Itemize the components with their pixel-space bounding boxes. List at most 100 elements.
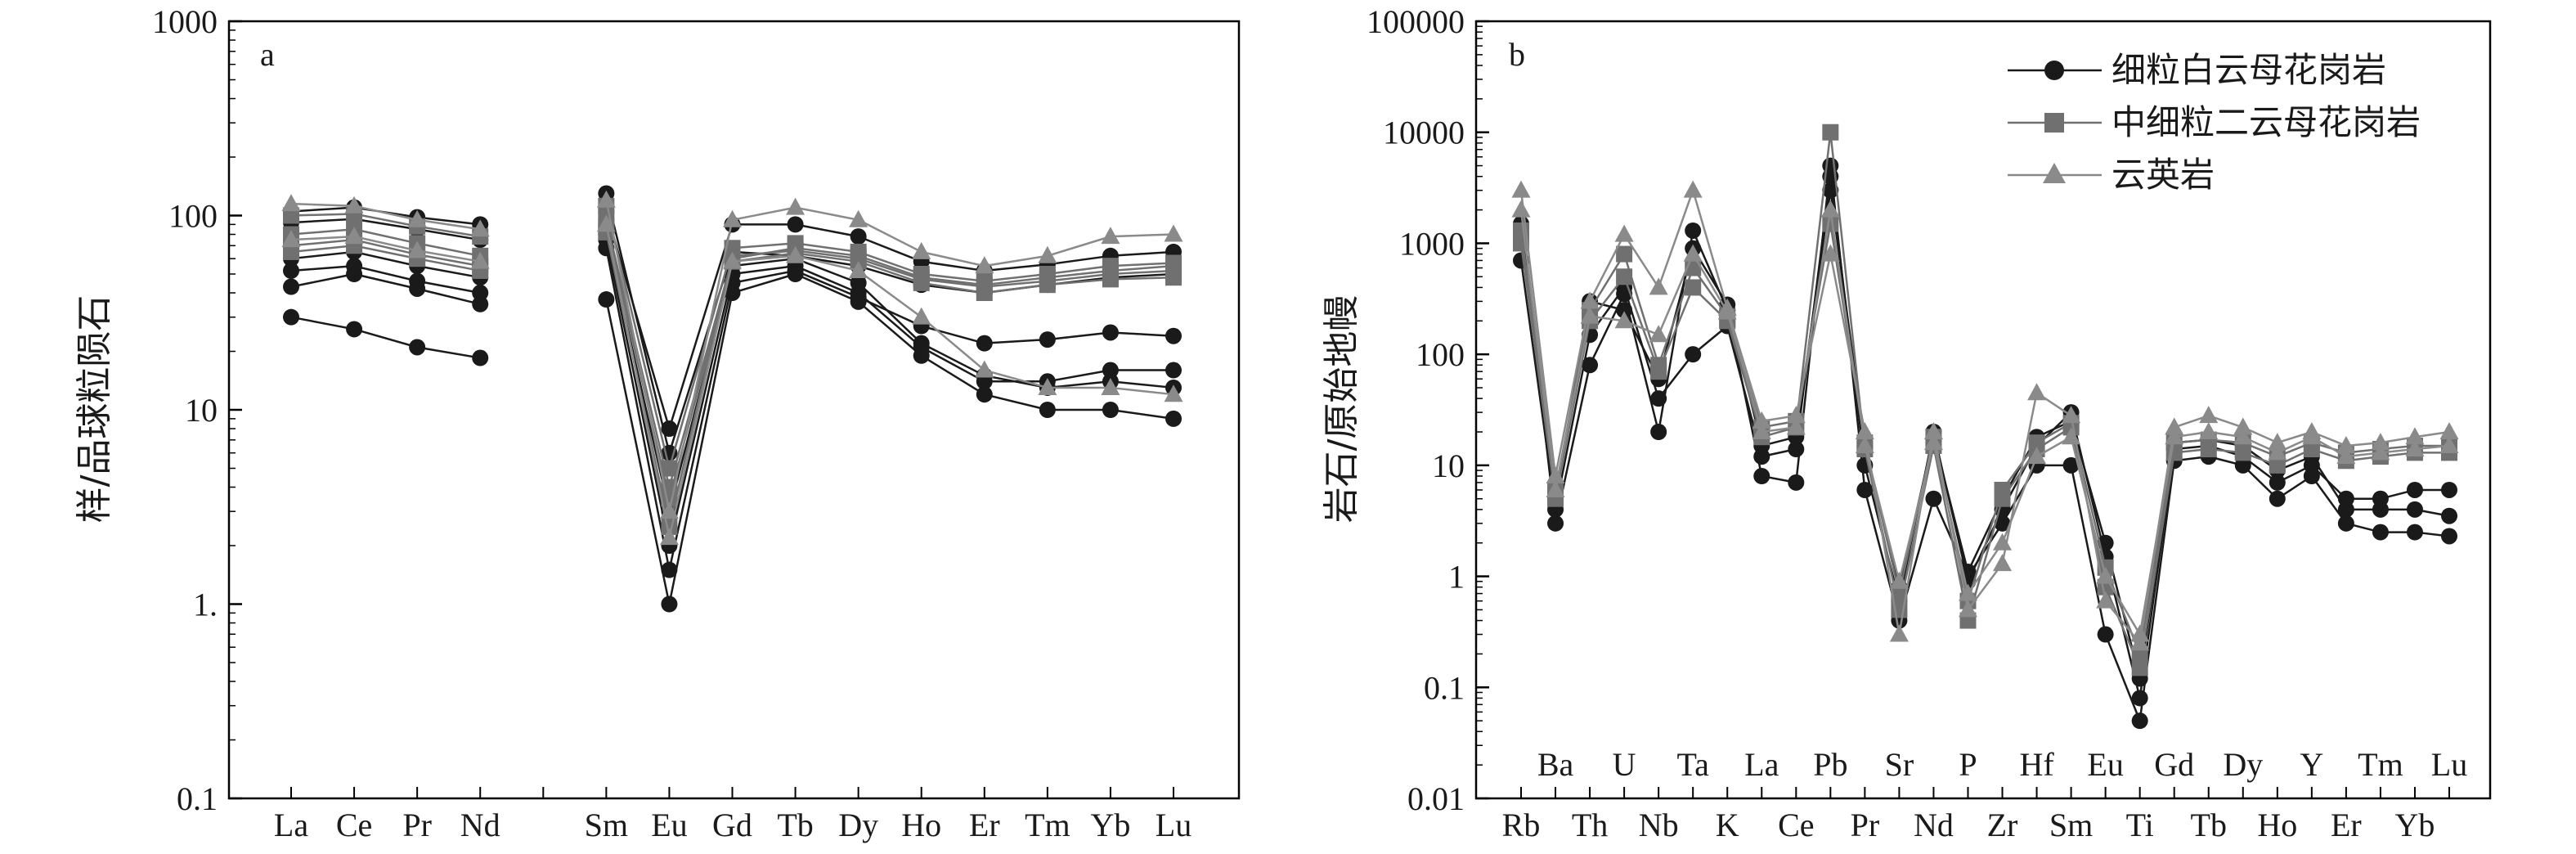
marker-triangle (723, 209, 742, 227)
marker-triangle (659, 528, 679, 546)
marker-triangle (2371, 443, 2390, 461)
marker-triangle (2199, 422, 2219, 440)
marker-triangle (344, 227, 364, 245)
marker-triangle (786, 245, 806, 263)
x-tick-label-top: Sr (1885, 746, 1914, 783)
marker-triangle (912, 307, 931, 325)
marker-circle (850, 228, 867, 245)
series-line (605, 248, 1174, 571)
legend-item-2: 中细粒二云母花岗岩 (2008, 102, 2421, 142)
marker-circle (2337, 501, 2354, 518)
marker-triangle (2268, 443, 2287, 461)
x-tick-label-bottom: Ce (1778, 807, 1814, 843)
series-line (605, 231, 1174, 528)
series-line (290, 272, 481, 305)
marker-triangle (1752, 411, 1771, 429)
series-line (290, 238, 481, 267)
x-tick-label-bottom: Ti (2126, 807, 2154, 843)
marker-square (1891, 585, 1908, 602)
marker-circle (1582, 357, 1599, 374)
marker-triangle (1717, 302, 1737, 320)
y-tick-label: 10000 (1383, 115, 1465, 151)
y-tick-label: 0.1 (1424, 669, 1465, 706)
x-tick-label-top: P (1959, 746, 1977, 783)
marker-circle (913, 335, 930, 352)
marker-triangle (344, 196, 364, 214)
x-tick-label: Er (969, 807, 1000, 843)
marker-triangle (1038, 245, 1057, 263)
marker-triangle (2302, 427, 2322, 445)
marker-triangle (596, 190, 616, 208)
series-line (605, 224, 1174, 539)
series-line (605, 219, 1174, 488)
marker-circle (1822, 182, 1839, 199)
marker-circle (1039, 402, 1056, 418)
marker-triangle (1820, 244, 1840, 262)
legend-item-3: 云英岩 (2008, 155, 2215, 195)
x-tick-label-top: Dy (2223, 746, 2263, 783)
marker-triangle (596, 214, 616, 232)
x-tick-label-top: Y (2300, 746, 2323, 783)
marker-circle (1788, 441, 1805, 458)
x-tick-label-bottom: Rb (1502, 807, 1541, 843)
x-tick-label: Tb (777, 807, 813, 843)
marker-circle (283, 278, 299, 295)
marker-circle (1650, 390, 1667, 407)
marker-triangle (1546, 466, 1565, 484)
chart-panel-b: 0.01 0.1 1 10 100 1000 10000 100000 Rb Th Nb K Ce Pr… (1321, 3, 2492, 843)
x-axis-labels-a: La Ce Pr Nd Sm Eu Gd Tb Dy Ho Er Tm Yb Lu (274, 787, 1192, 843)
marker-triangle (2336, 435, 2356, 453)
marker-circle (1856, 481, 1874, 498)
y-axis-ticks-a: 0.1 1. 10 100 1000 (152, 3, 242, 817)
marker-circle (1685, 222, 1702, 239)
series-line (605, 239, 1174, 547)
marker-square (1616, 245, 1633, 263)
marker-circle (1650, 424, 1667, 441)
series-line (290, 250, 481, 279)
marker-triangle (1511, 180, 1531, 198)
series-line (290, 235, 481, 263)
y-axis-ticks-b: 0.01 0.1 1 10 100 1000 10000 100000 (1367, 3, 1489, 817)
data-series (281, 214, 1183, 546)
marker-triangle (1855, 435, 1874, 453)
series-group-b (1511, 124, 2459, 730)
marker-circle (598, 291, 615, 308)
marker-triangle (281, 194, 301, 212)
marker-triangle (470, 219, 490, 237)
marker-triangle (1511, 200, 1531, 218)
marker-circle (1102, 402, 1119, 418)
marker-triangle (2027, 447, 2047, 465)
marker-triangle (407, 209, 427, 227)
x-tick-label: Yb (1090, 807, 1130, 843)
marker-square (850, 250, 867, 267)
marker-circle (661, 561, 678, 578)
legend-marker-circle (2044, 61, 2064, 80)
series-line (290, 213, 481, 238)
marker-triangle (1614, 311, 1634, 329)
marker-circle (1039, 331, 1056, 348)
marker-triangle (1580, 306, 1600, 324)
y-axis-label-a: 样/品球粒陨石 (74, 295, 115, 524)
marker-circle (283, 262, 299, 279)
marker-square (283, 207, 299, 224)
legend-label-1: 细粒白云母花岗岩 (2112, 50, 2386, 90)
series-line (1519, 131, 2449, 669)
plot-frame-b (1474, 20, 2492, 800)
marker-triangle (2405, 439, 2425, 457)
y-tick-label: 0.1 (177, 780, 218, 817)
marker-triangle (2336, 447, 2356, 465)
x-tick-label-top: U (1613, 746, 1636, 783)
marker-triangle (1855, 422, 1874, 440)
marker-square (1822, 124, 1839, 141)
marker-triangle (2130, 624, 2150, 642)
x-tick-label: Nd (460, 807, 500, 843)
marker-triangle (2062, 427, 2081, 445)
x-tick-label-top: Hf (2019, 746, 2054, 783)
marker-circle (2406, 481, 2423, 498)
marker-triangle (1889, 624, 1909, 642)
x-tick-label-bottom: Yb (2395, 807, 2435, 843)
series-line (290, 228, 481, 258)
y-tick-label: 1 (1448, 559, 1465, 596)
marker-triangle (1786, 417, 1806, 435)
x-tick-label: Gd (712, 807, 752, 843)
